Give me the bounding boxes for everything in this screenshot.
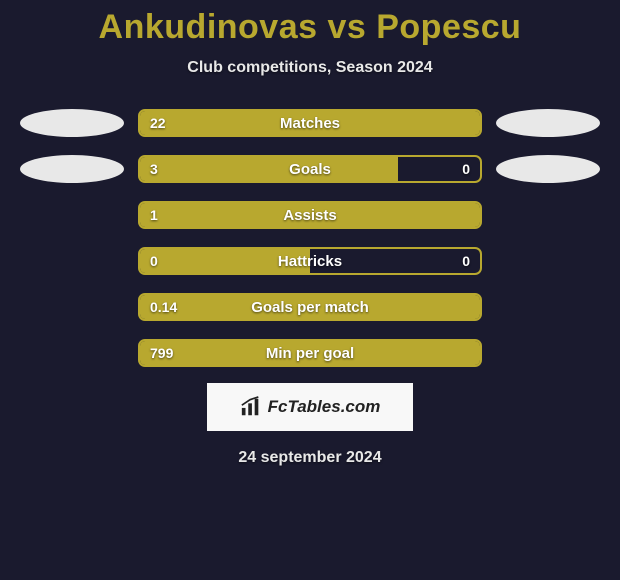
stat-row: 00Hattricks <box>0 247 620 275</box>
stat-value-left: 1 <box>150 203 158 227</box>
stat-bar: 0.14Goals per match <box>138 293 482 321</box>
page-subtitle: Club competitions, Season 2024 <box>187 59 432 77</box>
stat-bar: 30Goals <box>138 155 482 183</box>
bar-fill-left <box>140 111 480 135</box>
stat-bar: 00Hattricks <box>138 247 482 275</box>
stat-row: 0.14Goals per match <box>0 293 620 321</box>
logo-badge[interactable]: FcTables.com <box>207 383 413 431</box>
stat-value-right: 0 <box>462 249 470 273</box>
stat-value-left: 22 <box>150 111 166 135</box>
bar-fill-left <box>140 157 398 181</box>
bar-fill-left <box>140 249 310 273</box>
stat-value-left: 0.14 <box>150 295 177 319</box>
player-left-marker <box>20 109 124 137</box>
bar-fill-left <box>140 203 480 227</box>
stat-row: 1Assists <box>0 201 620 229</box>
stat-bar: 1Assists <box>138 201 482 229</box>
logo-text: FcTables.com <box>268 397 381 417</box>
player-right-marker <box>496 155 600 183</box>
stat-value-left: 799 <box>150 341 173 365</box>
stat-bar: 22Matches <box>138 109 482 137</box>
stat-row: 30Goals <box>0 155 620 183</box>
player-left-marker <box>20 155 124 183</box>
stat-row: 22Matches <box>0 109 620 137</box>
player-right-marker <box>496 109 600 137</box>
stat-value-left: 3 <box>150 157 158 181</box>
chart-icon <box>240 396 262 418</box>
page-title: Ankudinovas vs Popescu <box>99 8 522 47</box>
comparison-card: Ankudinovas vs Popescu Club competitions… <box>0 0 620 580</box>
bar-fill-left <box>140 341 480 365</box>
bar-fill-left <box>140 295 480 319</box>
date-label: 24 september 2024 <box>238 449 381 467</box>
stat-value-right: 0 <box>462 157 470 181</box>
stat-value-left: 0 <box>150 249 158 273</box>
stat-row: 799Min per goal <box>0 339 620 367</box>
stat-bar: 799Min per goal <box>138 339 482 367</box>
stats-rows: 22Matches30Goals1Assists00Hattricks0.14G… <box>0 109 620 367</box>
